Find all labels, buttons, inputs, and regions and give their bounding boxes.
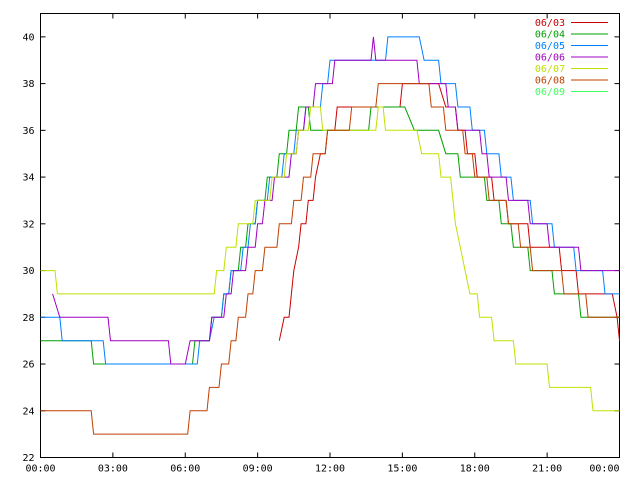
y-tick-label: 32 <box>22 219 34 230</box>
x-tick-label: 21:00 <box>532 464 562 475</box>
x-tick-label: 15:00 <box>387 464 417 475</box>
legend-label-06-09: 06/09 <box>535 87 565 98</box>
x-tick-label: 12:00 <box>315 464 345 475</box>
series-line-06-03 <box>278 83 620 341</box>
y-tick-label: 28 <box>22 313 34 324</box>
legend-label-06-03: 06/03 <box>535 18 565 29</box>
legend-label-06-07: 06/07 <box>535 64 565 75</box>
legend-label-06-05: 06/05 <box>535 41 565 52</box>
y-tick-label: 22 <box>22 453 34 464</box>
legend-label-06-08: 06/08 <box>535 76 565 87</box>
plot-frame <box>40 13 620 458</box>
y-tick-label: 26 <box>22 360 34 371</box>
y-tick-label: 36 <box>22 126 34 137</box>
x-tick-label: 03:00 <box>98 464 128 475</box>
x-tick-label: 06:00 <box>170 464 200 475</box>
series-line-06-05 <box>40 36 620 365</box>
y-tick-label: 34 <box>22 173 34 184</box>
y-tick-label: 30 <box>22 266 34 277</box>
legend-label-06-04: 06/04 <box>535 30 565 41</box>
x-tick-label: 09:00 <box>243 464 273 475</box>
y-tick-label: 24 <box>22 406 34 417</box>
series-line-06-08 <box>40 83 620 435</box>
x-tick-label: 00:00 <box>589 464 619 475</box>
x-tick-label: 18:00 <box>460 464 490 475</box>
series-line-06-07 <box>40 106 620 412</box>
y-axis: 22 24 26 28 30 32 34 36 38 40 <box>22 32 620 464</box>
series-line-06-04 <box>40 106 620 365</box>
y-tick-label: 38 <box>22 79 34 90</box>
x-tick-label: 00:00 <box>25 464 55 475</box>
legend-label-06-06: 06/06 <box>535 53 565 64</box>
y-tick-label: 40 <box>22 32 34 43</box>
x-axis: 00:00 03:00 06:00 09:00 12:00 15:00 18:00 21:00… <box>25 13 620 475</box>
series-line-06-06 <box>52 36 620 365</box>
series-layer <box>40 36 620 435</box>
